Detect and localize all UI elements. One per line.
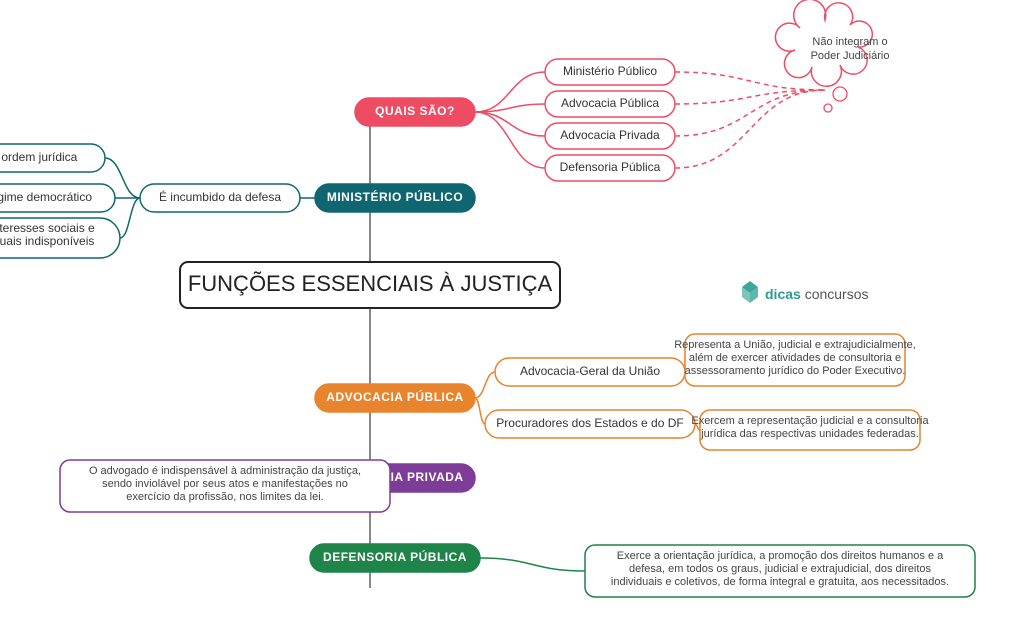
desc-text: Representa a União, judicial e extrajudi… xyxy=(674,339,916,377)
left-child-label: Da ordem jurídica xyxy=(0,150,78,164)
child-label: Advocacia Privada xyxy=(560,128,660,142)
branch-label-dp: DEFENSORIA PÚBLICA xyxy=(323,549,467,564)
branch-label-ap: ADVOCACIA PÚBLICA xyxy=(326,389,463,404)
child-label: Advocacia-Geral da União xyxy=(520,364,660,378)
branch-label-quais: QUAIS SÃO? xyxy=(375,103,455,118)
left-label: É incumbido da defesa xyxy=(159,189,281,204)
desc-text: Exerce a orientação jurídica, a promoção… xyxy=(611,550,949,588)
cloud-bubble xyxy=(833,87,847,101)
left-child-label: Do regime democrático xyxy=(0,190,92,204)
canvas-bg xyxy=(0,0,1024,619)
child-label: Ministério Público xyxy=(563,64,657,78)
desc-text: Exercem a representação judicial e a con… xyxy=(691,415,929,440)
desc-text: O advogado é indispensável à administraç… xyxy=(89,465,361,503)
child-label: Defensoria Pública xyxy=(560,160,661,174)
logo-text: dicas concursos xyxy=(765,286,869,302)
left-child-label: Dos interesses sociais eindividuais indi… xyxy=(0,221,95,248)
cloud-bubble xyxy=(824,104,832,112)
center-title: FUNÇÕES ESSENCIAIS À JUSTIÇA xyxy=(188,271,553,296)
branch-label-mp: MINISTÉRIO PÚBLICO xyxy=(327,189,463,204)
child-label: Advocacia Pública xyxy=(561,96,659,110)
child-label: Procuradores dos Estados e do DF xyxy=(496,416,683,430)
